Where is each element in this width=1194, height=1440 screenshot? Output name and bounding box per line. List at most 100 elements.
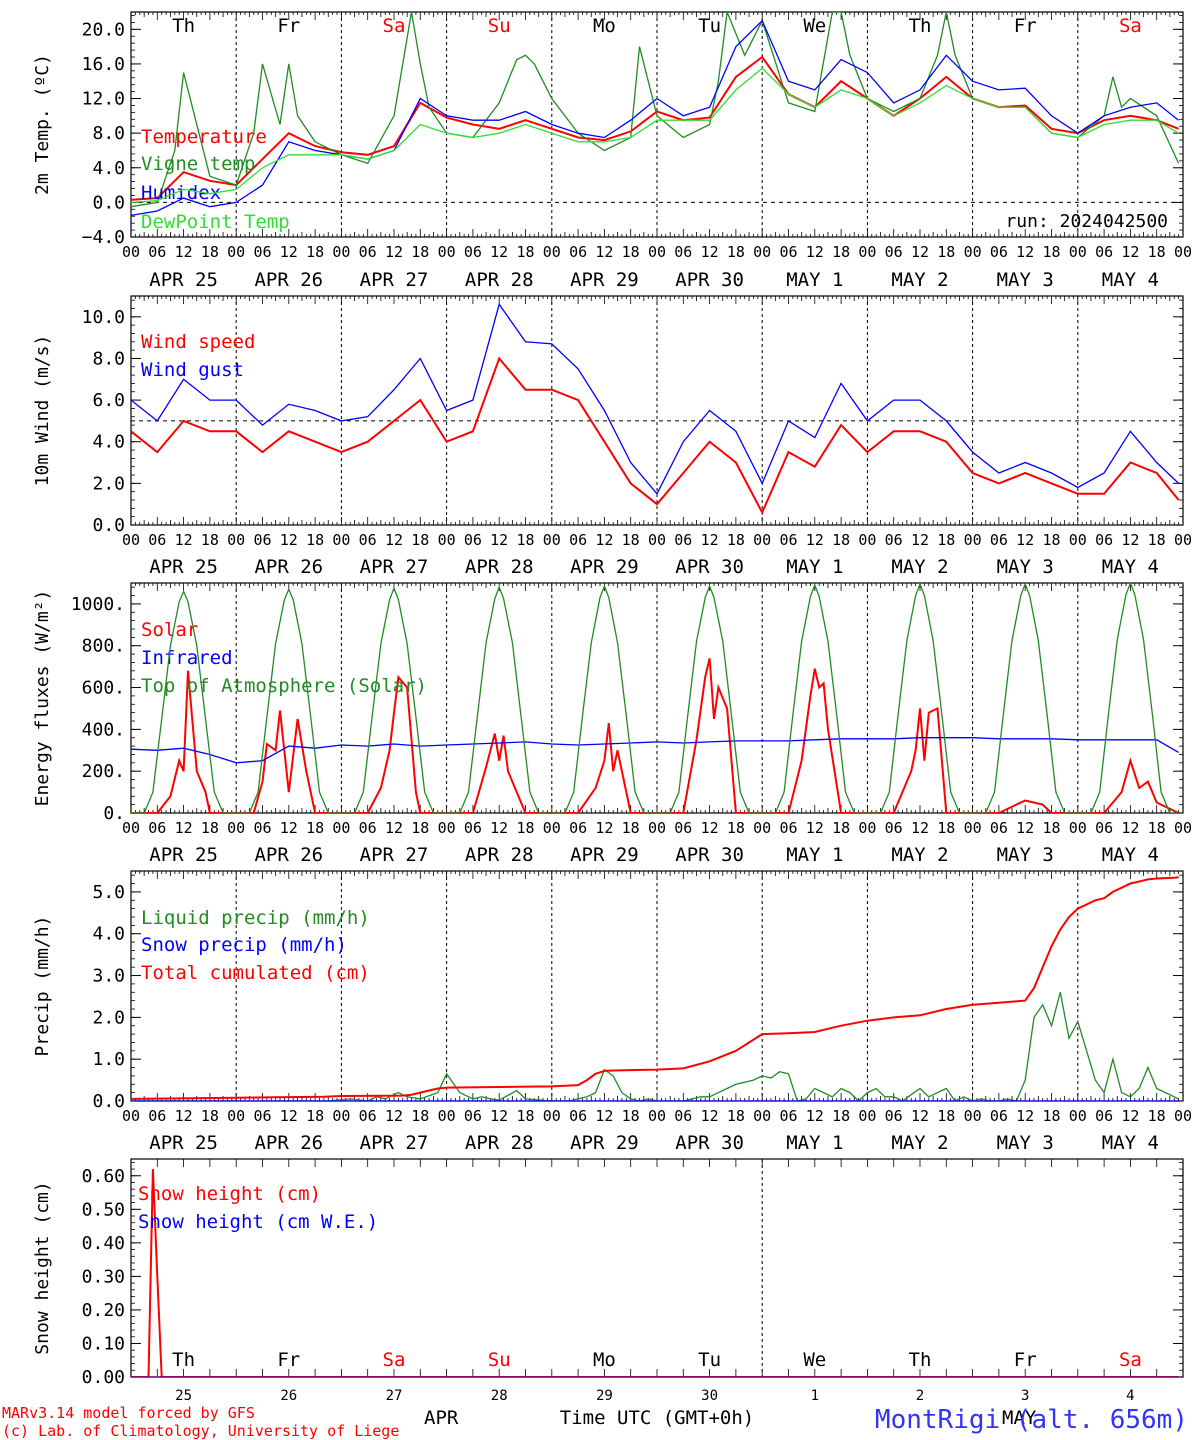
date-label: APR 29 bbox=[570, 1132, 639, 1154]
series-line-0 bbox=[131, 992, 1179, 1101]
model-credit: MARv3.14 model forced by GFS bbox=[2, 1404, 255, 1422]
hour-label: 12 bbox=[490, 531, 508, 549]
day-number: 29 bbox=[596, 1388, 613, 1404]
hour-label: 12 bbox=[1016, 243, 1034, 261]
hour-label: 12 bbox=[806, 1107, 824, 1125]
date-label: APR 28 bbox=[465, 269, 534, 291]
month-label-left: APR bbox=[424, 1407, 459, 1429]
series-line-0 bbox=[131, 55, 1179, 201]
panel-4: 0.0 1.0 2.0 3.0 4.0 5.0 Precip (mm/h) Liquid pr… bbox=[32, 870, 1192, 1154]
day-number: 30 bbox=[701, 1388, 718, 1404]
hour-label: 18 bbox=[832, 1107, 850, 1125]
date-label: APR 25 bbox=[149, 844, 218, 866]
hour-label: 12 bbox=[911, 1107, 929, 1125]
hour-label: 18 bbox=[516, 243, 534, 261]
series-line-1 bbox=[131, 302, 1180, 495]
hour-label: 00 bbox=[648, 243, 666, 261]
hour-label: 06 bbox=[569, 1107, 587, 1125]
weekday-label: Sa bbox=[1119, 15, 1142, 37]
date-label: APR 25 bbox=[149, 269, 218, 291]
hour-label: 12 bbox=[595, 531, 613, 549]
hour-label: 18 bbox=[306, 531, 324, 549]
hour-label: 06 bbox=[990, 243, 1008, 261]
hour-label: 06 bbox=[253, 1107, 271, 1125]
hour-label: 00 bbox=[858, 1107, 876, 1125]
hour-label: 00 bbox=[1174, 1107, 1192, 1125]
legend-entry: Infrared bbox=[141, 647, 233, 669]
hour-label: 06 bbox=[464, 531, 482, 549]
hour-label: 06 bbox=[779, 1107, 797, 1125]
panel-5: 0.00 0.10 0.20 0.30 0.40 0.50 0.60 Snow height … bbox=[32, 1158, 1184, 1429]
hour-label: 00 bbox=[227, 531, 245, 549]
hour-label: 12 bbox=[911, 531, 929, 549]
legend-entry: Liquid precip (mm/h) bbox=[141, 907, 370, 929]
series-line-3 bbox=[131, 67, 1179, 204]
hour-label: 12 bbox=[806, 531, 824, 549]
hour-label: 18 bbox=[727, 243, 745, 261]
hour-label: 06 bbox=[464, 1107, 482, 1125]
day-number: 26 bbox=[280, 1388, 297, 1404]
legend-entry: Snow height (cm) bbox=[138, 1183, 321, 1205]
hour-label: 12 bbox=[385, 819, 403, 837]
hour-label: 00 bbox=[122, 243, 140, 261]
legend-entry: Total cumulated (cm) bbox=[141, 962, 370, 984]
hour-label: 00 bbox=[543, 819, 561, 837]
weekday-label: We bbox=[803, 1349, 826, 1371]
weekday-label: Sa bbox=[1119, 1349, 1142, 1371]
y-tick-label: 2.0 bbox=[92, 473, 125, 494]
date-label: MAY 1 bbox=[786, 844, 843, 866]
y-tick-label: 800. bbox=[82, 636, 125, 657]
legend-entry: Vigne temp bbox=[141, 153, 255, 175]
hour-label: 00 bbox=[227, 1107, 245, 1125]
series-line-1 bbox=[131, 737, 1179, 764]
hour-label: 06 bbox=[1095, 819, 1113, 837]
hour-label: 12 bbox=[175, 1107, 193, 1125]
hour-label: 00 bbox=[858, 243, 876, 261]
date-label: APR 26 bbox=[254, 844, 323, 866]
hour-label: 00 bbox=[227, 243, 245, 261]
day-number: 4 bbox=[1126, 1388, 1134, 1404]
hour-label: 06 bbox=[674, 243, 692, 261]
hour-label: 00 bbox=[1069, 243, 1087, 261]
hour-label: 12 bbox=[1121, 819, 1139, 837]
hour-label: 00 bbox=[648, 1107, 666, 1125]
hour-label: 12 bbox=[175, 243, 193, 261]
weekday-label: Th bbox=[172, 1349, 195, 1371]
y-tick-label: 12.0 bbox=[82, 89, 125, 110]
date-label: MAY 1 bbox=[786, 1132, 843, 1154]
hour-label: 06 bbox=[1095, 1107, 1113, 1125]
hour-label: 12 bbox=[595, 1107, 613, 1125]
date-label: APR 29 bbox=[570, 844, 639, 866]
panel-2: 0.0 2.0 4.0 6.0 8.0 10.0 10m Wind (m/s) Wind sp… bbox=[32, 295, 1192, 578]
y-tick-label: 0.50 bbox=[82, 1199, 125, 1220]
date-label: APR 26 bbox=[254, 556, 323, 578]
hour-label: 18 bbox=[622, 531, 640, 549]
hour-label: 06 bbox=[885, 1107, 903, 1125]
hour-label: 12 bbox=[490, 1107, 508, 1125]
hour-label: 06 bbox=[253, 243, 271, 261]
weekday-label: Th bbox=[909, 15, 932, 37]
hour-label: 12 bbox=[280, 819, 298, 837]
y-tick-label: 2.0 bbox=[92, 1007, 125, 1028]
series-line-2 bbox=[131, 876, 1179, 1100]
date-label: APR 28 bbox=[465, 556, 534, 578]
day-number: 28 bbox=[491, 1388, 508, 1404]
series-line-0 bbox=[131, 658, 1180, 813]
hour-label: 00 bbox=[1069, 1107, 1087, 1125]
hour-label: 00 bbox=[543, 243, 561, 261]
hour-label: 18 bbox=[1148, 819, 1166, 837]
date-label: APR 30 bbox=[675, 1132, 744, 1154]
weekday-label: Fr bbox=[277, 1349, 300, 1371]
date-label: MAY 4 bbox=[1102, 844, 1159, 866]
hour-label: 00 bbox=[1174, 819, 1192, 837]
y-axis-label: Snow height (cm) bbox=[32, 1181, 53, 1354]
y-tick-label: 0.0 bbox=[92, 1091, 125, 1112]
hour-label: 12 bbox=[490, 819, 508, 837]
y-axis-label: 10m Wind (m/s) bbox=[32, 335, 53, 487]
y-tick-label: 4.0 bbox=[92, 158, 125, 179]
hour-label: 06 bbox=[359, 531, 377, 549]
hour-label: 06 bbox=[464, 819, 482, 837]
day-number: 3 bbox=[1021, 1388, 1029, 1404]
hour-label: 18 bbox=[937, 243, 955, 261]
hour-label: 18 bbox=[727, 531, 745, 549]
